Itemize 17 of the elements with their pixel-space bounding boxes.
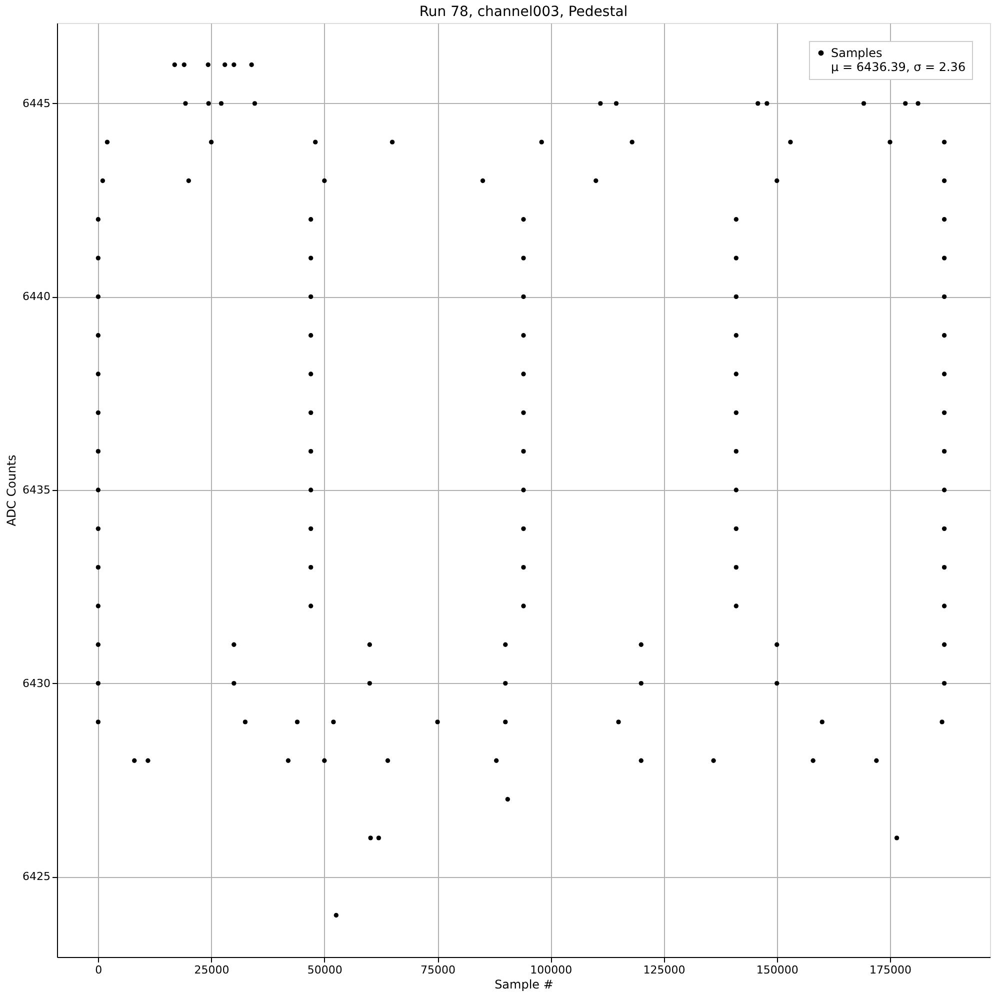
x-tick-label: 175000: [870, 964, 912, 976]
x-tick-label: 150000: [756, 964, 798, 976]
x-axis-title: Sample #: [494, 978, 554, 992]
chart-title: Run 78, channel003, Pedestal: [419, 4, 628, 20]
x-tick-label: 75000: [420, 964, 456, 976]
legend-label: Samples μ = 6436.39, σ = 2.36: [831, 46, 966, 74]
y-axis-title: ADC Counts: [4, 454, 19, 526]
x-tick-label: 0: [95, 964, 102, 976]
y-tick-label: 6445: [22, 96, 50, 110]
y-tick-label: 6425: [22, 870, 50, 884]
x-tick-label: 100000: [530, 964, 572, 976]
x-tick-label: 50000: [307, 964, 342, 976]
y-tick-label: 6435: [22, 484, 50, 496]
x-tick-label: 125000: [643, 964, 686, 976]
y-tick-label: 6440: [22, 290, 50, 304]
y-tick-label: 6430: [22, 676, 50, 690]
x-tick-label: 25000: [194, 964, 230, 976]
